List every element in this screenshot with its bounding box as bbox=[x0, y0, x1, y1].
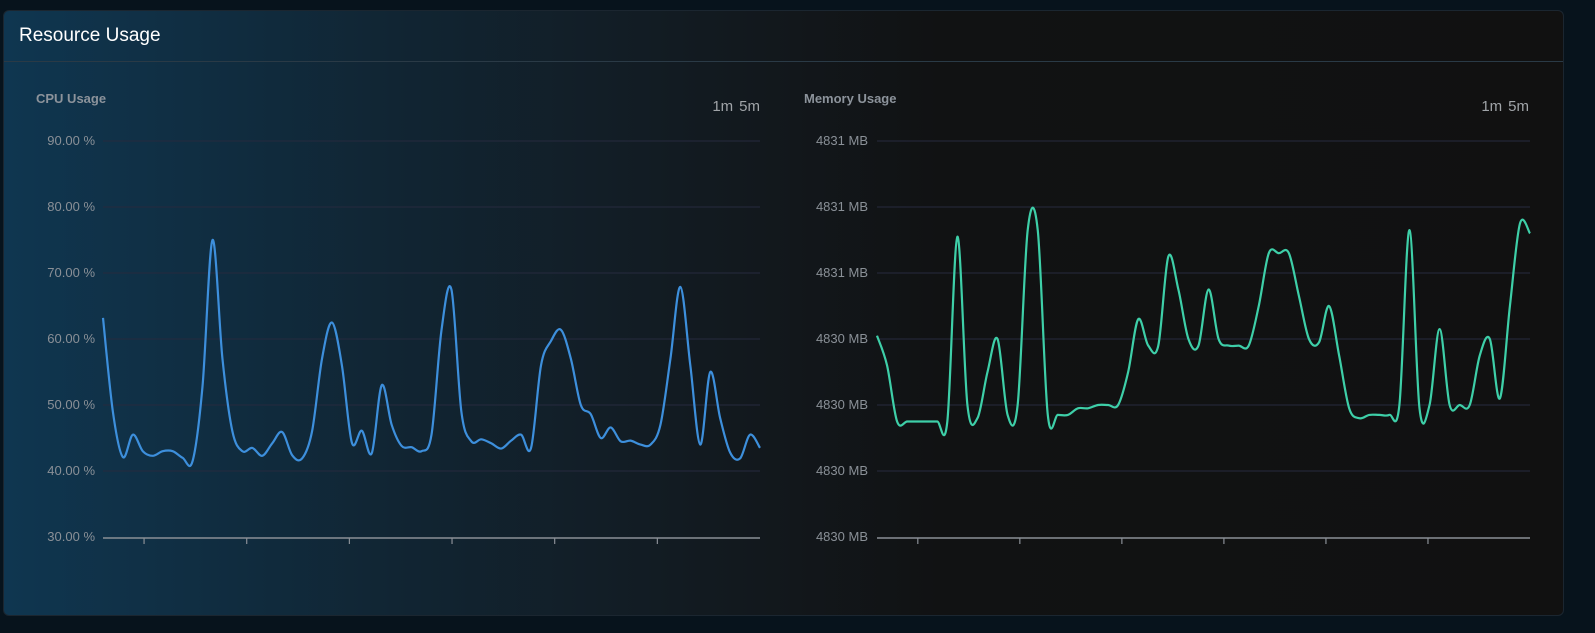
cpu-y-tick-label: 30.00 % bbox=[47, 529, 95, 544]
card-title: Resource Usage bbox=[19, 25, 161, 46]
memory-range-selector: 1m 5m bbox=[1475, 98, 1529, 115]
header-divider bbox=[4, 61, 1563, 62]
cpu-y-tick-label: 60.00 % bbox=[47, 331, 95, 346]
cpu-y-tick-label: 40.00 % bbox=[47, 463, 95, 478]
memory-range-5m[interactable]: 5m bbox=[1508, 98, 1529, 115]
memory-y-tick-label: 4830 MB bbox=[816, 463, 868, 478]
memory-y-tick-label: 4831 MB bbox=[816, 265, 868, 280]
memory-y-tick-label: 4830 MB bbox=[816, 529, 868, 544]
cpu-range-selector: 1m 5m bbox=[706, 98, 760, 115]
cpu-chart-title: CPU Usage bbox=[36, 91, 107, 106]
cpu-y-tick-label: 50.00 % bbox=[47, 397, 95, 412]
memory-y-tick-label: 4830 MB bbox=[816, 397, 868, 412]
memory-y-tick-label: 4830 MB bbox=[816, 331, 868, 346]
cpu-y-tick-label: 70.00 % bbox=[47, 265, 95, 280]
memory-range-1m[interactable]: 1m bbox=[1481, 98, 1503, 115]
memory-y-tick-label: 4831 MB bbox=[816, 133, 868, 148]
resource-usage-card: Resource Usage CPU Usage 1m 5m Memory Usa… bbox=[3, 10, 1564, 616]
cpu-y-tick-label: 90.00 % bbox=[47, 133, 95, 148]
memory-y-tick-label: 4831 MB bbox=[816, 199, 868, 214]
cpu-range-5m[interactable]: 5m bbox=[739, 98, 760, 115]
cpu-range-1m[interactable]: 1m bbox=[712, 98, 734, 115]
cpu-series-line bbox=[101, 238, 761, 467]
memory-chart-title: Memory Usage bbox=[804, 91, 897, 106]
cpu-y-tick-label: 80.00 % bbox=[47, 199, 95, 214]
memory-series-line bbox=[875, 206, 1531, 437]
